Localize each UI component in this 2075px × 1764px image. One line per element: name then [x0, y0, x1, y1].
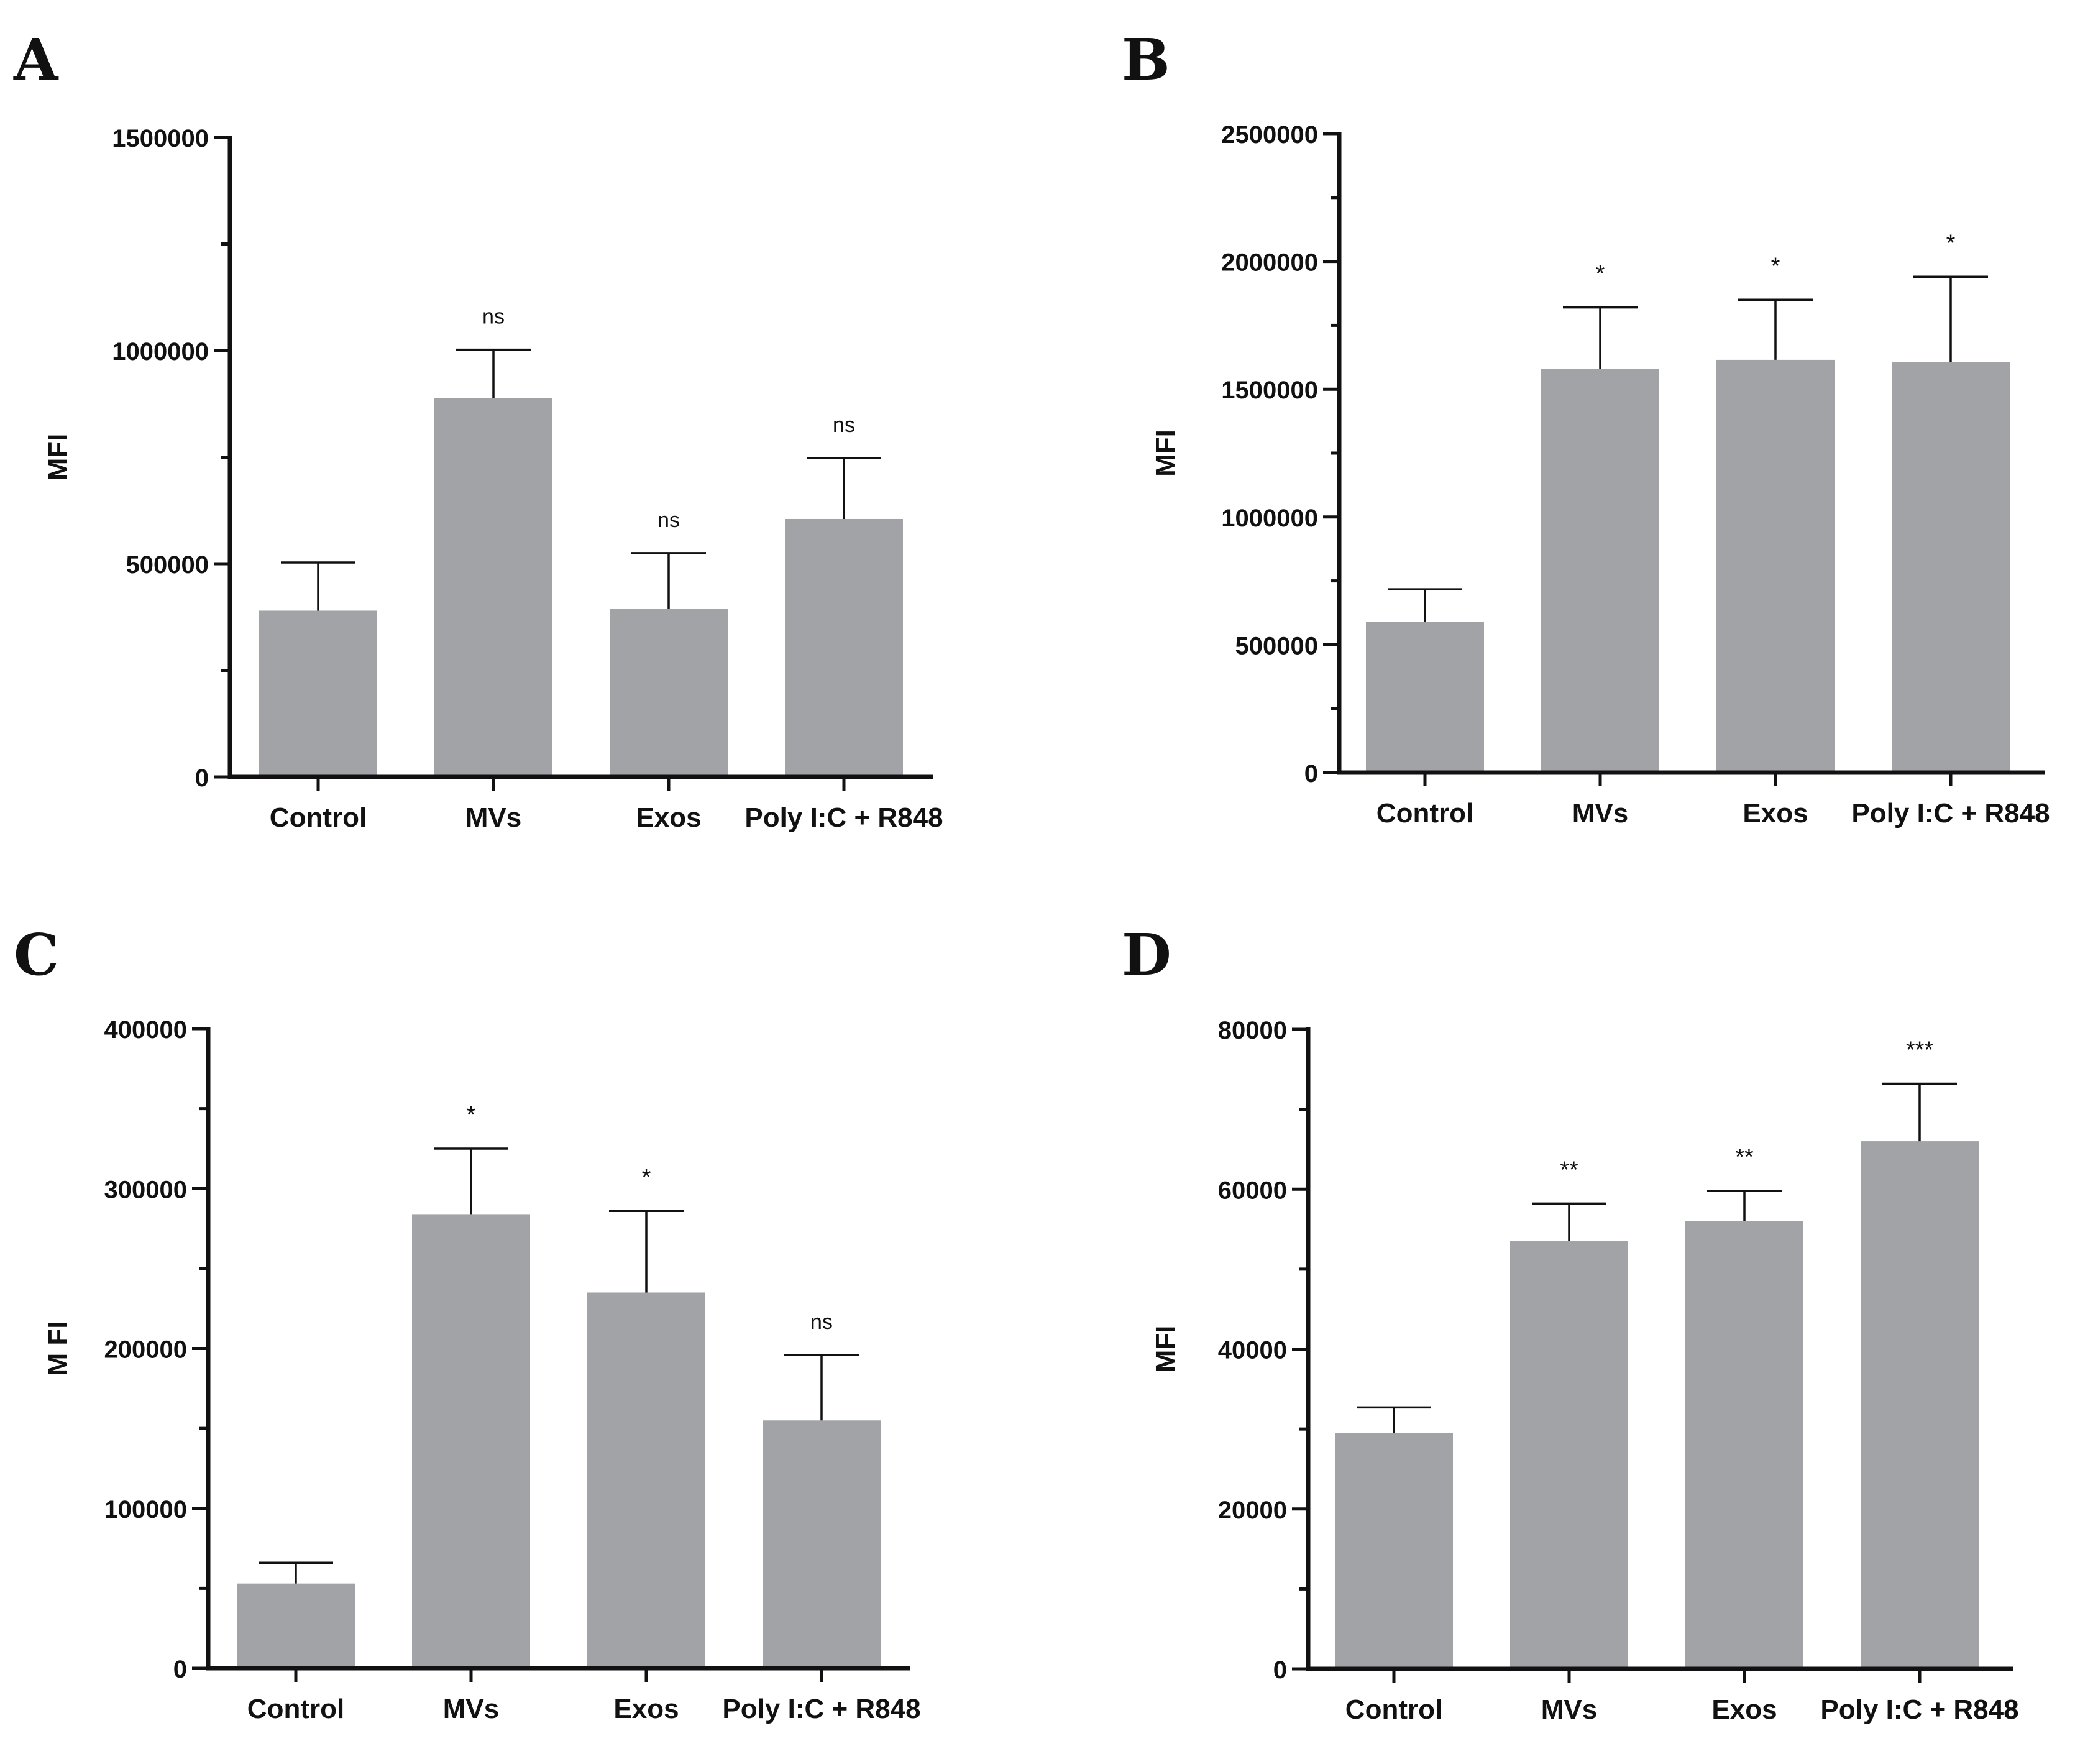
- panel-letter: A: [13, 26, 59, 93]
- y-tick-label: 500000: [1235, 632, 1318, 659]
- panel-letter: B: [1122, 26, 1170, 93]
- y-tick-label: 20000: [1218, 1497, 1287, 1524]
- x-tick-label: Control: [1376, 798, 1473, 829]
- x-tick-label: Exos: [1743, 798, 1808, 829]
- y-axis-label: MFI: [1150, 1326, 1181, 1373]
- significance-label: **: [1560, 1157, 1578, 1183]
- panel-c: C Control * MVs * Exos ns Poly I:C + R848 0 10000…: [14, 921, 921, 1724]
- x-tick-label: Exos: [1711, 1694, 1777, 1725]
- y-axis-label: MFI: [43, 434, 73, 481]
- x-tick-label: MVs: [1541, 1694, 1597, 1725]
- bar-mvs: [434, 398, 552, 777]
- significance-label: *: [1596, 261, 1605, 287]
- x-tick-label: Poly I:C + R848: [722, 1694, 920, 1724]
- y-tick-label: 0: [1304, 760, 1318, 788]
- bar-poly-i-c-r848: [1861, 1141, 1979, 1669]
- significance-label: *: [642, 1164, 651, 1190]
- significance-label: *: [467, 1102, 476, 1128]
- significance-label: ns: [833, 413, 855, 437]
- y-tick-label: 100000: [104, 1496, 187, 1523]
- bar-mvs: [1541, 369, 1659, 773]
- y-tick-label: 1500000: [112, 125, 209, 152]
- panel-b: B Control * MVs * Exos * Poly I:C + R848 0 500000…: [1122, 26, 2050, 829]
- y-tick-label: 500000: [126, 551, 209, 579]
- y-tick-label: 200000: [104, 1336, 187, 1364]
- y-tick-label: 300000: [104, 1176, 187, 1203]
- bar-control: [1366, 622, 1484, 773]
- significance-label: **: [1735, 1144, 1754, 1170]
- significance-label: ns: [657, 508, 680, 532]
- y-tick-label: 1000000: [112, 338, 209, 365]
- y-axis-label: M FI: [43, 1321, 73, 1376]
- bar-poly-i-c-r848: [785, 518, 903, 777]
- y-tick-label: 40000: [1218, 1337, 1287, 1364]
- x-tick-label: Poly I:C + R848: [744, 802, 943, 833]
- bar-poly-i-c-r848: [1892, 362, 2010, 773]
- bar-exos: [1716, 359, 1835, 773]
- panel-letter: D: [1122, 921, 1171, 988]
- x-tick-label: Poly I:C + R848: [1820, 1694, 2018, 1725]
- x-tick-label: MVs: [1572, 798, 1628, 829]
- y-tick-label: 60000: [1218, 1177, 1287, 1204]
- y-tick-label: 2500000: [1221, 121, 1318, 149]
- y-tick-label: 2000000: [1221, 249, 1318, 277]
- y-axis-label: MFI: [1150, 430, 1181, 477]
- panel-letter: C: [14, 921, 59, 988]
- bar-control: [237, 1583, 355, 1668]
- significance-label: ***: [1906, 1037, 1934, 1063]
- significance-label: ns: [482, 305, 505, 329]
- significance-label: ns: [810, 1310, 833, 1334]
- x-tick-label: Control: [247, 1694, 344, 1724]
- y-tick-label: 80000: [1218, 1017, 1287, 1044]
- panel-a: A Control ns MVs ns Exos ns Poly I:C + R848 0 500…: [13, 26, 943, 833]
- y-tick-label: 0: [195, 765, 209, 792]
- x-tick-label: MVs: [443, 1694, 499, 1724]
- bar-control: [259, 610, 377, 777]
- bar-exos: [610, 609, 728, 777]
- x-tick-label: Poly I:C + R848: [1851, 798, 2050, 829]
- bar-exos: [587, 1292, 705, 1668]
- significance-label: *: [1946, 230, 1956, 256]
- x-tick-label: Control: [270, 802, 367, 833]
- x-tick-label: MVs: [465, 802, 521, 833]
- y-tick-label: 400000: [104, 1016, 187, 1044]
- panel-d: D Control ** MVs ** Exos *** Poly I:C + R848 0 20…: [1122, 921, 2019, 1725]
- y-tick-label: 0: [1273, 1656, 1287, 1684]
- bar-control: [1335, 1433, 1453, 1669]
- bar-poly-i-c-r848: [763, 1420, 881, 1668]
- x-tick-label: Exos: [636, 802, 701, 833]
- bar-mvs: [412, 1214, 530, 1668]
- y-tick-label: 1500000: [1221, 377, 1318, 404]
- bar-exos: [1685, 1221, 1803, 1669]
- y-tick-label: 1000000: [1221, 505, 1318, 532]
- x-tick-label: Exos: [613, 1694, 679, 1724]
- x-tick-label: Control: [1345, 1694, 1442, 1725]
- y-tick-label: 0: [173, 1656, 187, 1683]
- bar-mvs: [1510, 1241, 1628, 1669]
- significance-label: *: [1771, 253, 1780, 279]
